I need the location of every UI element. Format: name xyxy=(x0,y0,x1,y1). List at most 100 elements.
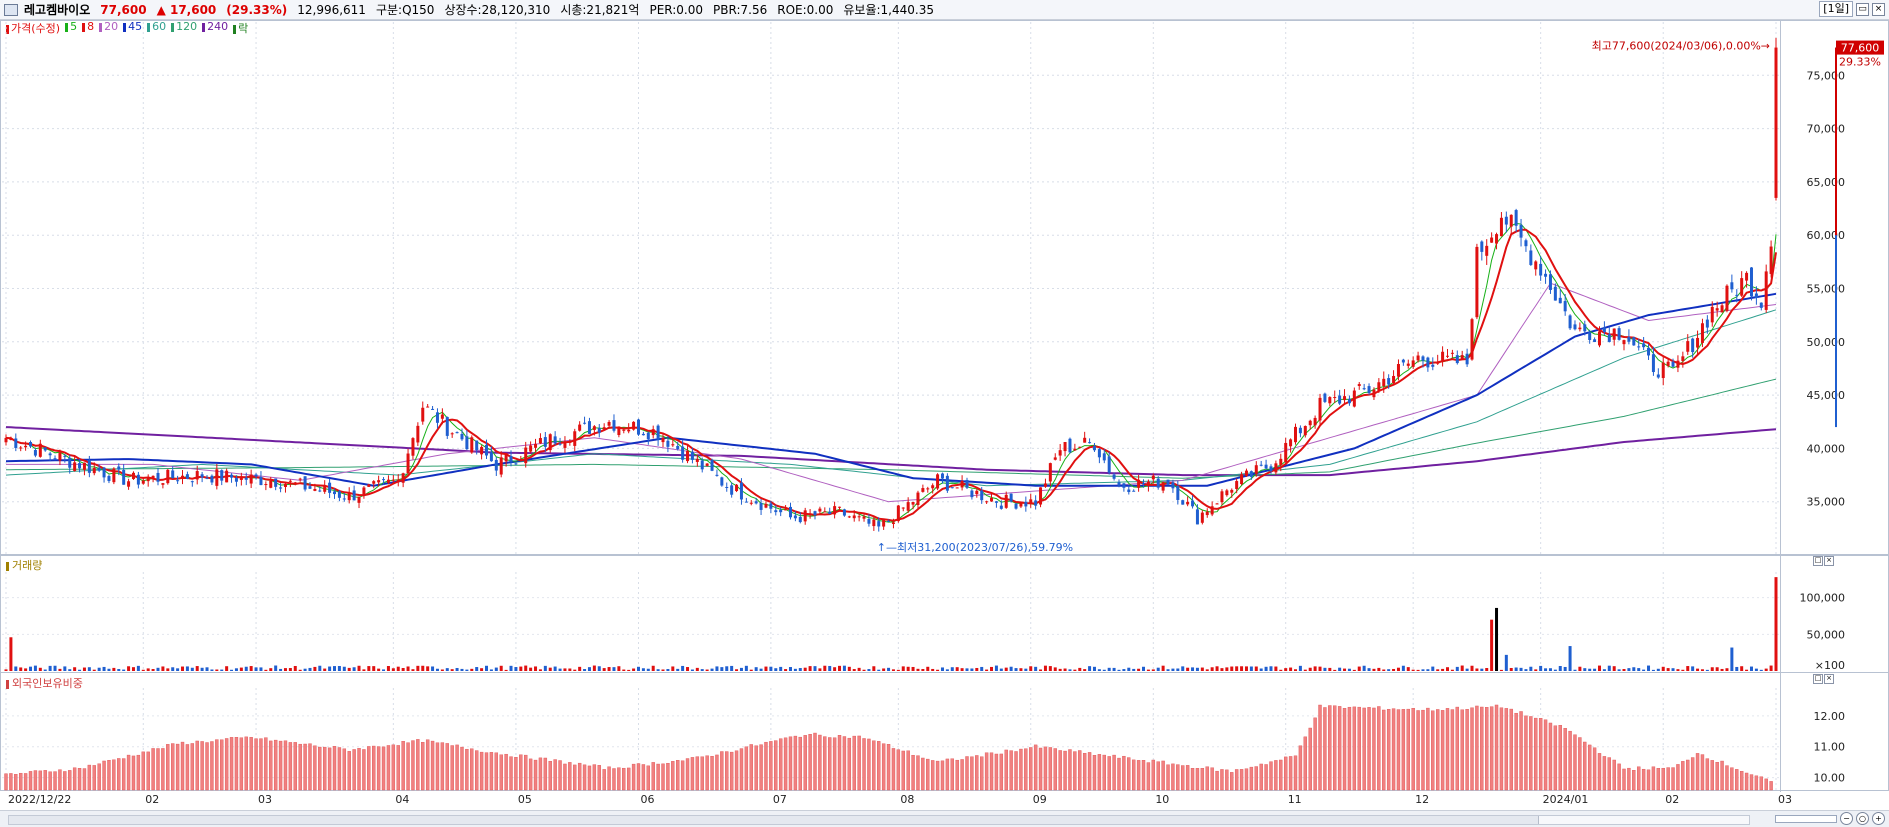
maximize-icon[interactable]: □ xyxy=(1813,674,1823,684)
candle-body xyxy=(656,425,660,440)
volume-bar xyxy=(1132,668,1136,671)
volume-tick-label: ×100 xyxy=(1815,659,1845,672)
candle-body xyxy=(318,490,322,492)
scroll-thumb[interactable] xyxy=(1538,816,1749,824)
close-icon[interactable]: × xyxy=(1872,2,1885,16)
volume-bar xyxy=(1122,669,1126,671)
legend-item[interactable]: 가격(수정) xyxy=(6,20,60,36)
zoom-reset-icon[interactable]: ○ xyxy=(1856,812,1869,825)
close-icon[interactable]: × xyxy=(1824,674,1834,684)
candle-body xyxy=(1097,449,1101,458)
volume-bar xyxy=(141,669,145,671)
volume-bar xyxy=(1671,668,1675,671)
foreign-ratio-bar xyxy=(1166,764,1170,791)
close-icon[interactable]: × xyxy=(1824,556,1834,566)
candle-body xyxy=(534,443,538,448)
foreign-ratio-bar xyxy=(1553,725,1558,791)
foreign-ratio-bar xyxy=(19,772,23,791)
volume-bar xyxy=(274,665,278,671)
volume-bar xyxy=(499,665,503,671)
volume-bar xyxy=(828,665,832,671)
candle-body xyxy=(14,438,18,448)
foreign-ratio-bar xyxy=(1367,707,1371,791)
foreign-ratio-bar xyxy=(1489,706,1494,791)
foreign-ratio-bar xyxy=(1259,763,1263,791)
foreign-ratio-bar xyxy=(764,741,768,791)
volume-bar xyxy=(406,666,410,671)
candle-body xyxy=(1499,217,1503,237)
legend-item[interactable]: 20 xyxy=(99,20,118,36)
period-selector[interactable]: [1일] xyxy=(1819,1,1853,17)
candle-body xyxy=(195,471,199,480)
candle-body xyxy=(1161,482,1165,491)
candle-body xyxy=(1186,501,1190,505)
time-axis-label: 04 xyxy=(395,793,409,806)
stock-name[interactable]: 레고켐바이오 xyxy=(24,3,91,17)
foreign-ratio-bar xyxy=(28,771,33,791)
legend-item[interactable]: 락 xyxy=(233,20,248,36)
candle-body xyxy=(872,519,876,527)
volume-bar xyxy=(1073,669,1077,671)
volume-bar xyxy=(215,669,219,671)
legend-item[interactable]: 8 xyxy=(82,20,94,36)
candle-body xyxy=(63,455,67,457)
legend-item[interactable]: 60 xyxy=(147,20,166,36)
foreign-ratio-bar xyxy=(327,747,332,791)
candle-body xyxy=(225,470,229,483)
zoom-slider[interactable] xyxy=(1775,814,1837,823)
legend-item[interactable]: 240 xyxy=(202,20,228,36)
zoom-out-icon[interactable]: − xyxy=(1840,812,1853,825)
candle-body xyxy=(857,516,861,518)
foreign-ratio-bar xyxy=(1617,763,1621,791)
volume-bar xyxy=(627,669,631,671)
foreign-ratio-bar xyxy=(685,758,690,791)
foreign-ratio-bar xyxy=(185,744,190,791)
volume-bar xyxy=(710,668,714,671)
volume-bar xyxy=(1558,665,1562,671)
legend-item[interactable]: 45 xyxy=(123,20,142,36)
maximize-icon[interactable]: □ xyxy=(1813,556,1823,566)
candle-body xyxy=(788,506,792,518)
foreign-ratio-bar xyxy=(381,746,386,791)
foreign-ratio-bar xyxy=(1274,760,1278,791)
market-cap: 시총:21,821억 xyxy=(560,3,640,17)
foreign-ratio-bar xyxy=(376,746,381,791)
foreign-ratio-bar xyxy=(548,760,552,791)
candle-body xyxy=(181,475,185,479)
price-tick-label: 55,000 xyxy=(1807,283,1846,296)
volume-bar xyxy=(298,669,302,671)
foreign-ratio-bar xyxy=(1185,765,1190,791)
foreign-ratio-bar xyxy=(166,744,170,791)
volume-bar xyxy=(578,666,582,671)
candle-body xyxy=(514,463,518,465)
candle-body xyxy=(749,502,753,504)
restore-icon[interactable]: ▭ xyxy=(1856,2,1869,16)
candle-body xyxy=(372,481,376,484)
foreign-ratio-bar xyxy=(1440,710,1445,791)
volume-bar xyxy=(1436,669,1440,671)
legend-item[interactable]: 5 xyxy=(65,20,77,36)
volume-bar xyxy=(1009,666,1013,671)
zoom-in-icon[interactable]: + xyxy=(1872,812,1885,825)
foreign-ratio-bar xyxy=(1097,754,1102,791)
candle-body xyxy=(877,521,881,527)
roe-value: ROE:0.00 xyxy=(777,2,834,17)
candle-body xyxy=(1578,327,1582,330)
volume-bar xyxy=(1352,669,1356,671)
time-axis-label: 10 xyxy=(1155,793,1169,806)
foreign-ratio-bar xyxy=(308,743,312,791)
volume-bar xyxy=(1455,666,1459,671)
foreign-ratio-bar xyxy=(955,759,959,791)
legend-item[interactable]: 120 xyxy=(171,20,197,36)
horizontal-scrollbar[interactable] xyxy=(8,815,1750,825)
candle-body xyxy=(87,460,91,473)
volume-bar xyxy=(602,668,606,671)
foreign-ratio-bar xyxy=(1548,722,1553,791)
volume-bar xyxy=(1029,666,1033,671)
foreign-ratio-bar xyxy=(195,740,199,791)
candle-body xyxy=(254,474,258,477)
foreign-ratio-bar xyxy=(489,752,494,791)
candle-body xyxy=(298,478,302,480)
volume-bar xyxy=(882,668,886,671)
